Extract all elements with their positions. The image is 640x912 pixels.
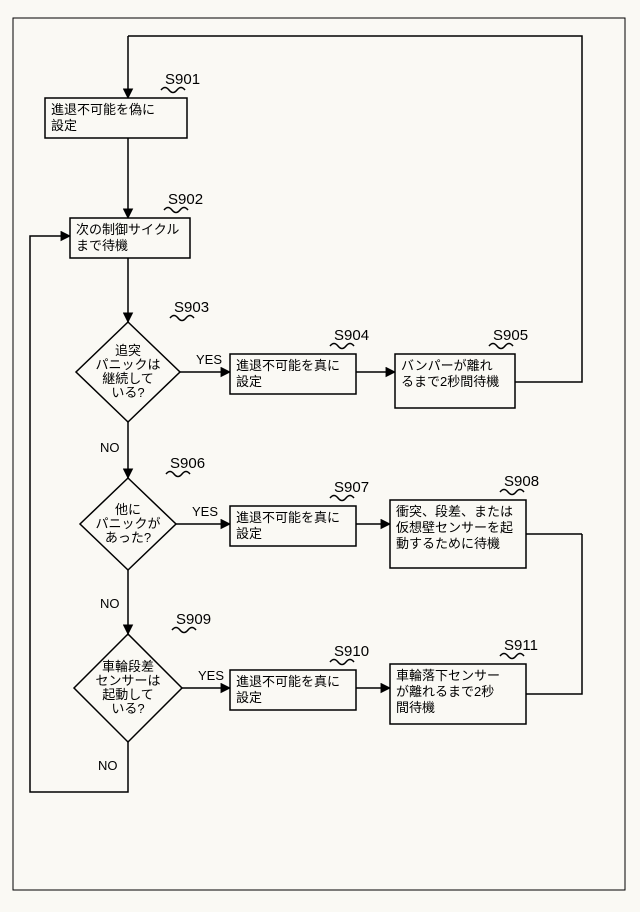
node-text: 継続して	[102, 371, 154, 386]
node-s905: バンパーが離れるまで2秒間待機 S905	[395, 327, 528, 408]
node-text: 設定	[236, 690, 262, 705]
node-text: 起動して	[102, 687, 154, 702]
node-text: 進退不可能を真に	[236, 674, 340, 689]
node-s908: 衝突、段差、または仮想壁センサーを起動するために待機 S908	[390, 473, 539, 568]
node-text: センサーは	[95, 673, 160, 688]
step-label: S911	[504, 637, 538, 654]
node-s901: 進退不可能を偽に設定 S901	[45, 71, 200, 138]
node-s910: 進退不可能を真に設定 S910	[230, 643, 369, 710]
node-text: 間待機	[396, 700, 435, 715]
step-label: S902	[168, 191, 203, 208]
step-label: S906	[170, 455, 205, 472]
node-text: が離れるまで2秒	[396, 684, 494, 699]
node-text: まで待機	[76, 238, 128, 253]
node-text: 追突	[115, 343, 141, 358]
node-s906: 他にパニックがあった? S906	[80, 455, 205, 570]
node-s907: 進退不可能を真に設定 S907	[230, 479, 369, 546]
node-s902: 次の制御サイクルまで待機 S902	[70, 191, 203, 258]
node-text: 次の制御サイクル	[76, 222, 179, 237]
edge-label-no: NO	[98, 758, 118, 773]
edge-label-yes: YES	[192, 504, 218, 519]
step-label: S901	[165, 71, 200, 88]
node-text: 衝突、段差、または	[396, 504, 513, 519]
node-s911: 車輪落下センサーが離れるまで2秒間待機 S911	[390, 637, 538, 724]
edge-label-yes: YES	[198, 668, 224, 683]
edge-s911-loop_right	[526, 534, 582, 694]
step-label: S905	[493, 327, 528, 344]
edge-label-no: NO	[100, 596, 120, 611]
node-text: いる?	[111, 385, 144, 400]
step-label: S903	[174, 299, 209, 316]
edge-label-yes: YES	[196, 352, 222, 367]
step-label: S909	[176, 611, 211, 628]
node-text: いる?	[111, 701, 144, 716]
flowchart-canvas: YESNOYESNOYESNO進退不可能を偽に設定S901次の制御サイクルまで待…	[0, 0, 640, 912]
node-text: あった?	[105, 530, 151, 545]
node-text: るまで2秒間待機	[401, 374, 499, 389]
node-text: 他に	[115, 502, 141, 517]
node-text: 仮想壁センサーを起	[396, 520, 513, 535]
node-s903: 追突パニックは継続している? S903	[76, 299, 209, 422]
node-text: 車輪落下センサー	[396, 668, 500, 683]
step-label: S908	[504, 473, 539, 490]
node-text: パニックは	[95, 357, 160, 372]
node-text: 動するために待機	[396, 536, 500, 551]
node-text: 進退不可能を真に	[236, 358, 340, 373]
node-text: 設定	[236, 526, 262, 541]
step-label: S910	[334, 643, 369, 660]
step-label: S907	[334, 479, 369, 496]
node-text: 設定	[236, 374, 262, 389]
node-text: 進退不可能を真に	[236, 510, 340, 525]
node-s909: 車輪段差センサーは起動している? S909	[74, 611, 211, 742]
edge-label-no: NO	[100, 440, 120, 455]
node-text: パニックが	[95, 516, 160, 531]
step-label: S904	[334, 327, 369, 344]
node-text: バンパーが離れ	[401, 358, 493, 373]
node-s904: 進退不可能を真に設定 S904	[230, 327, 369, 394]
node-text: 車輪段差	[102, 659, 154, 674]
node-text: 進退不可能を偽に	[51, 102, 155, 117]
node-text: 設定	[51, 118, 77, 133]
